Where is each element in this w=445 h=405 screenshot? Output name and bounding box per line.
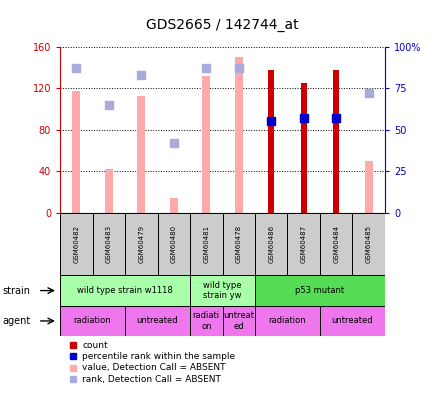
Bar xyxy=(158,213,190,275)
Bar xyxy=(235,57,243,213)
Bar xyxy=(125,213,158,275)
Bar xyxy=(364,161,373,213)
Bar xyxy=(170,198,178,213)
Text: GSM60484: GSM60484 xyxy=(333,225,339,263)
Text: GSM60483: GSM60483 xyxy=(106,225,112,263)
Bar xyxy=(222,306,255,336)
Text: GSM60479: GSM60479 xyxy=(138,225,144,263)
Text: radiati
on: radiati on xyxy=(193,311,220,330)
Bar xyxy=(352,213,385,275)
Text: GSM60485: GSM60485 xyxy=(366,225,372,263)
Text: untreated: untreated xyxy=(332,316,373,326)
Bar xyxy=(222,213,255,275)
Text: GSM60482: GSM60482 xyxy=(73,225,79,263)
Text: count: count xyxy=(82,341,108,350)
Point xyxy=(203,65,210,71)
Text: GDS2665 / 142744_at: GDS2665 / 142744_at xyxy=(146,18,299,32)
Bar xyxy=(320,306,385,336)
Text: GSM60478: GSM60478 xyxy=(236,225,242,263)
Text: GSM60487: GSM60487 xyxy=(301,225,307,263)
Text: radiation: radiation xyxy=(74,316,111,326)
Text: strain: strain xyxy=(2,286,30,296)
Bar xyxy=(125,306,190,336)
Text: value, Detection Call = ABSENT: value, Detection Call = ABSENT xyxy=(82,363,226,372)
Point xyxy=(105,101,113,108)
Text: p53 mutant: p53 mutant xyxy=(295,286,344,295)
Text: GSM60486: GSM60486 xyxy=(268,225,274,263)
Point xyxy=(235,65,243,71)
Bar xyxy=(320,213,352,275)
Text: wild type
strain yw: wild type strain yw xyxy=(203,281,242,300)
Text: radiation: radiation xyxy=(269,316,306,326)
Point xyxy=(365,90,372,96)
Bar xyxy=(60,213,93,275)
Text: wild type strain w1118: wild type strain w1118 xyxy=(77,286,173,295)
Point xyxy=(268,118,275,125)
Bar xyxy=(93,213,125,275)
Text: percentile rank within the sample: percentile rank within the sample xyxy=(82,352,235,361)
Bar xyxy=(255,306,320,336)
Bar xyxy=(255,213,287,275)
Bar xyxy=(190,306,222,336)
Text: rank, Detection Call = ABSENT: rank, Detection Call = ABSENT xyxy=(82,375,221,384)
Point xyxy=(333,115,340,121)
Text: GSM60481: GSM60481 xyxy=(203,225,209,263)
Bar xyxy=(105,169,113,213)
Point xyxy=(73,65,80,71)
Bar xyxy=(202,76,210,213)
Point xyxy=(300,115,307,121)
Text: agent: agent xyxy=(2,316,30,326)
Bar xyxy=(287,213,320,275)
Bar xyxy=(60,306,125,336)
Bar xyxy=(137,96,146,213)
Bar xyxy=(190,275,255,306)
Text: untreated: untreated xyxy=(137,316,178,326)
Bar xyxy=(255,275,385,306)
Bar xyxy=(72,91,81,213)
Bar xyxy=(333,70,339,213)
Bar xyxy=(190,213,222,275)
Bar xyxy=(268,70,274,213)
Text: untreat
ed: untreat ed xyxy=(223,311,254,330)
Point xyxy=(138,72,145,78)
Bar xyxy=(301,83,307,213)
Text: GSM60480: GSM60480 xyxy=(171,225,177,263)
Point xyxy=(170,140,178,146)
Bar xyxy=(60,275,190,306)
